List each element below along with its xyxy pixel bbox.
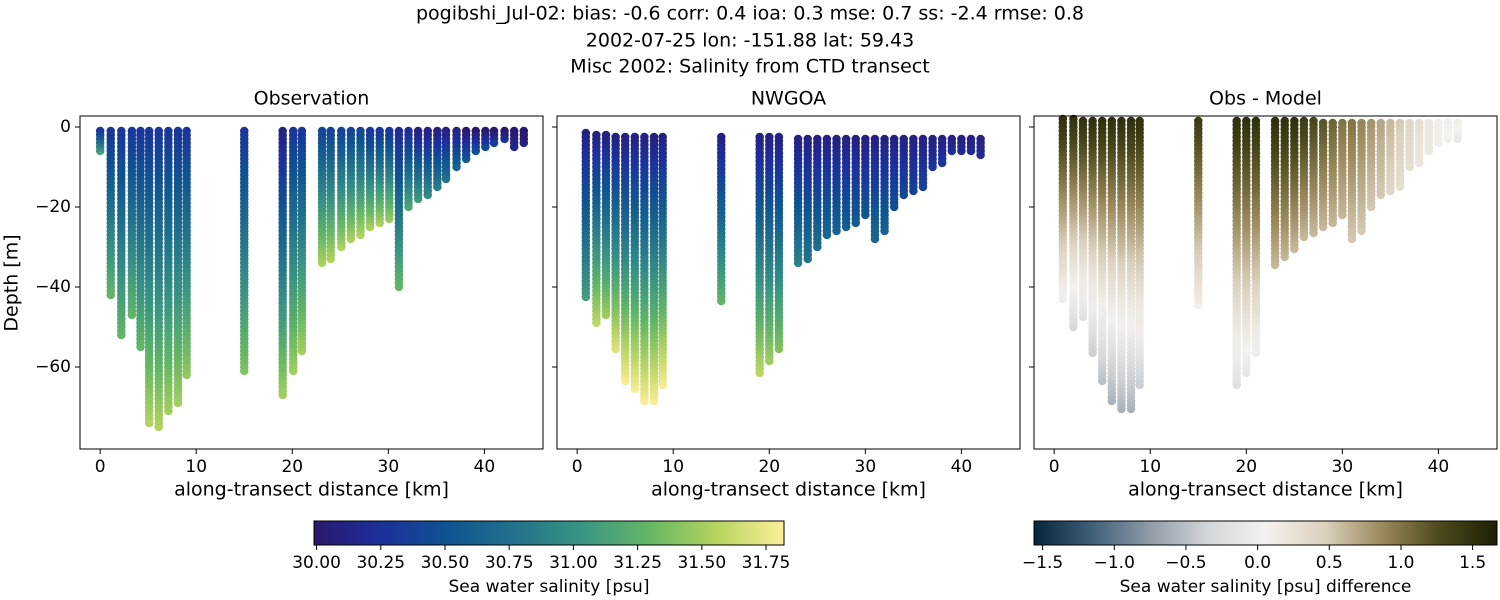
x-tick-label: 0 xyxy=(1049,457,1060,477)
x-tick-label: 10 xyxy=(662,457,684,477)
x-tick-label: 40 xyxy=(951,457,973,477)
x-tick-label: 10 xyxy=(1139,457,1161,477)
x-tick-label: 20 xyxy=(758,457,780,477)
colorbar-tick-label: −0.5 xyxy=(1165,553,1206,573)
panel-title: Obs - Model xyxy=(1209,88,1322,110)
x-tick-label: 0 xyxy=(572,457,583,477)
colorbar-tick-label: −1.5 xyxy=(1022,553,1063,573)
x-tick-label: 40 xyxy=(474,457,496,477)
colorbar xyxy=(313,520,785,546)
suptitle: Misc 2002: Salinity from CTD transect xyxy=(570,56,929,78)
colorbar-tick-label: 30.25 xyxy=(356,553,405,573)
colorbar-tick-label: 31.50 xyxy=(677,553,726,573)
x-tick-label: 0 xyxy=(95,457,106,477)
axes-frame xyxy=(1033,115,1498,450)
colorbar-tick-label: 30.00 xyxy=(292,553,341,573)
x-axis-label: along-transect distance [km] xyxy=(651,479,926,501)
colorbar-label: Sea water salinity [psu] difference xyxy=(1120,577,1412,597)
x-tick-label: 20 xyxy=(1235,457,1257,477)
panel-title: Observation xyxy=(254,88,370,110)
panel-title: NWGOA xyxy=(751,88,826,110)
y-tick-label: −60 xyxy=(35,357,71,377)
suptitle: 2002-07-25 lon: -151.88 lat: 59.43 xyxy=(586,30,914,52)
x-axis-label: along-transect distance [km] xyxy=(174,479,449,501)
colorbar-tick-label: 0.0 xyxy=(1244,553,1271,573)
x-tick-label: 40 xyxy=(1428,457,1450,477)
colorbar-tick-label: 31.75 xyxy=(742,553,791,573)
colorbar-tick-label: 0.5 xyxy=(1316,553,1343,573)
colorbar-tick-label: 30.50 xyxy=(421,553,470,573)
y-tick-label: −40 xyxy=(35,277,71,297)
colorbar xyxy=(1033,520,1498,546)
axes-frame xyxy=(79,115,544,450)
colorbar-label: Sea water salinity [psu] xyxy=(449,577,650,597)
colorbar-tick-label: 31.25 xyxy=(613,553,662,573)
axes-frame xyxy=(556,115,1021,450)
suptitle: pogibshi_Jul-02: bias: -0.6 corr: 0.4 io… xyxy=(416,3,1084,25)
colorbar-tick-label: 31.00 xyxy=(549,553,598,573)
x-tick-label: 10 xyxy=(185,457,207,477)
x-axis-label: along-transect distance [km] xyxy=(1128,479,1403,501)
x-tick-label: 20 xyxy=(281,457,303,477)
x-tick-label: 30 xyxy=(855,457,877,477)
y-tick-label: 0 xyxy=(60,117,71,137)
y-tick-label: −20 xyxy=(35,197,71,217)
colorbar-tick-label: −1.0 xyxy=(1094,553,1135,573)
x-tick-label: 30 xyxy=(1332,457,1354,477)
y-axis-label: Depth [m] xyxy=(1,234,23,331)
colorbar-tick-label: 1.0 xyxy=(1387,553,1414,573)
colorbar-tick-label: 1.5 xyxy=(1459,553,1486,573)
x-tick-label: 30 xyxy=(378,457,400,477)
colorbar-tick-label: 30.75 xyxy=(485,553,534,573)
